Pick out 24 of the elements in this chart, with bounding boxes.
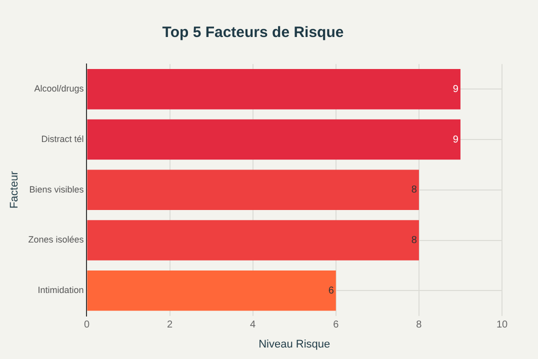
data-label: 8 — [411, 184, 418, 196]
bar — [87, 170, 419, 210]
bar — [87, 220, 419, 260]
chart-title: Top 5 Facteurs de Risque — [162, 24, 344, 42]
y-tick-label: Intimidation — [38, 285, 84, 296]
x-tick-label: 4 — [250, 320, 256, 331]
x-tick-label: 10 — [496, 320, 508, 331]
bar — [87, 69, 460, 110]
y-tick-label: Biens visibles — [29, 184, 84, 194]
data-label: 6 — [328, 285, 334, 296]
x-tick-label: 2 — [167, 320, 173, 331]
x-axis-title: Niveau Risque — [258, 338, 330, 350]
y-tick-label: Zones isolées — [28, 234, 84, 245]
x-tick-label: 0 — [84, 320, 90, 331]
data-label: 9 — [452, 134, 459, 146]
data-label: 8 — [411, 235, 418, 246]
x-tick-label: 6 — [333, 320, 340, 331]
y-axis-title: Facteur — [8, 170, 21, 209]
x-tick-label: 8 — [416, 320, 422, 331]
y-tick-label: Alcool/drugs — [34, 84, 84, 94]
data-label: 9 — [452, 84, 459, 95]
y-tick-label: Distract tél — [41, 134, 84, 144]
bar — [87, 119, 460, 160]
bar — [87, 270, 336, 311]
